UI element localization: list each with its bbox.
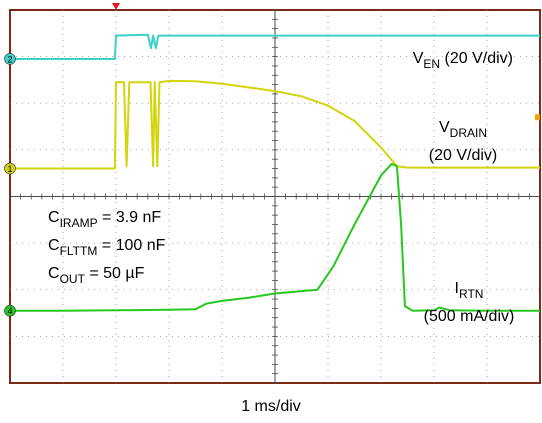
channel-marker-text: 1 — [7, 164, 12, 174]
annotation-c-flttm-value: = 100 nF — [97, 237, 165, 254]
graticule — [9, 9, 541, 384]
annotation-c-out-base: C — [48, 265, 60, 282]
annotation-c-flttm: CFLTTM = 100 nF — [48, 237, 166, 258]
trigger-marker — [112, 3, 120, 10]
trace-v-en — [10, 33, 540, 60]
channel-markers: 2 1 4 — [4, 3, 540, 317]
series-label-i-rtn-base: I — [455, 280, 459, 297]
series-label-v-en-base: V — [413, 50, 424, 67]
annotation-c-out: COUT = 50 µF — [48, 265, 145, 286]
series-label-v-en-value: (20 V/div) — [440, 50, 513, 67]
channel-marker-4 — [4, 304, 16, 317]
series-label-i-rtn-scale: (500 mA/div) — [424, 308, 515, 325]
trace-v-drain — [10, 79, 540, 170]
series-label-i-rtn: IRTN — [455, 280, 484, 301]
channel-marker-text: 2 — [7, 54, 12, 64]
channel-marker-2 — [4, 53, 16, 65]
series-label-v-drain-scale: (20 V/div) — [429, 147, 497, 164]
annotation-c-iramp-value: = 3.9 nF — [98, 209, 162, 226]
channel-marker-text: 4 — [7, 306, 12, 316]
time-scale-label: 1 ms/div — [241, 398, 301, 415]
annotation-c-out-subscript: OUT — [60, 272, 86, 286]
series-label-i-rtn-subscript: RTN — [459, 287, 483, 301]
annotation-c-flttm-subscript: FLTTM — [60, 244, 98, 258]
annotation-c-out-value: = 50 µF — [85, 265, 145, 282]
series-label-v-drain: VDRAIN — [439, 119, 487, 140]
annotation-c-iramp: CIRAMP = 3.9 nF — [48, 209, 161, 230]
trace-i-rtn — [10, 162, 540, 312]
series-label-v-en: VEN (20 V/div) — [413, 50, 513, 71]
labels: VEN (20 V/div)VDRAIN(20 V/div)IRTN(500 m… — [48, 50, 514, 325]
series-label-v-drain-base: V — [439, 119, 450, 136]
traces — [10, 33, 540, 312]
annotation-c-iramp-base: C — [48, 209, 60, 226]
annotation-c-iramp-subscript: IRAMP — [60, 216, 98, 230]
series-label-v-drain-subscript: DRAIN — [450, 126, 487, 140]
level-marker — [535, 114, 540, 121]
annotation-c-flttm-base: C — [48, 237, 60, 254]
series-label-v-en-subscript: EN — [423, 57, 440, 71]
channel-marker-1 — [4, 162, 16, 175]
